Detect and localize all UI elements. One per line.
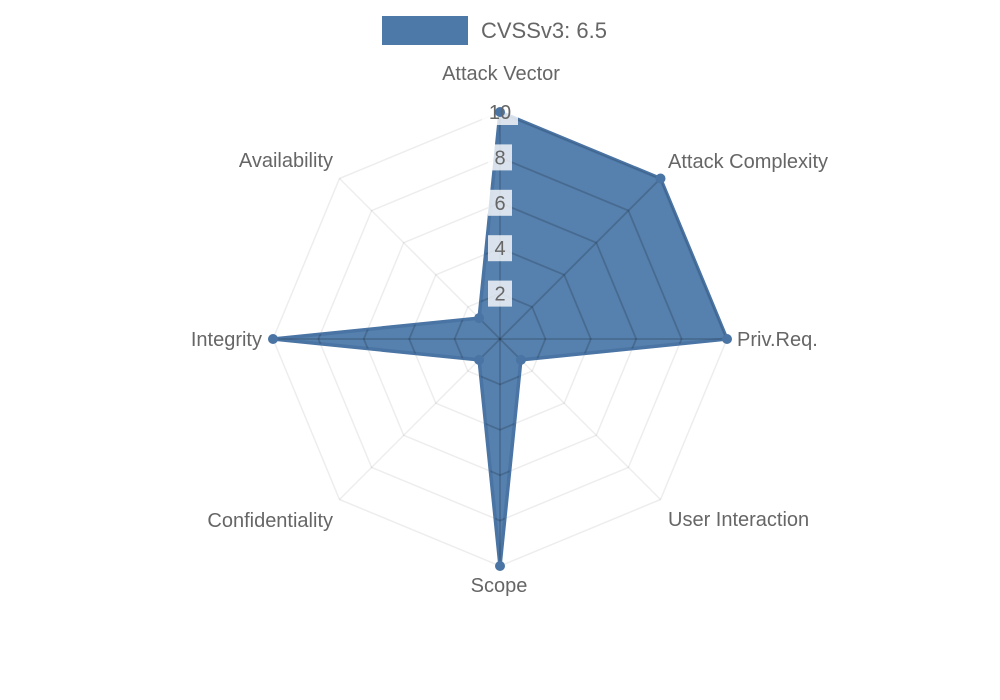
data-point-availability[interactable] — [474, 313, 485, 324]
axis-label-scope: Scope — [471, 575, 528, 597]
legend-swatch — [382, 16, 468, 45]
tick-backdrop-4 — [488, 235, 512, 262]
legend[interactable]: CVSSv3: 6.5 — [382, 16, 607, 45]
axis-label-integrity: Integrity — [191, 329, 262, 351]
axis-label-attack-vector: Attack Vector — [442, 63, 560, 85]
data-points — [268, 107, 732, 571]
tick-backdrop-2 — [488, 280, 512, 307]
tick-label-4: 4 — [494, 238, 505, 260]
legend-label: CVSSv3: 6.5 — [481, 18, 607, 43]
grid-spoke-confidentiality — [338, 338, 501, 501]
data-point-scope[interactable] — [495, 561, 505, 571]
axis-label-confidentiality: Confidentiality — [207, 510, 333, 532]
axis-label-priv-req: Priv.Req. — [737, 329, 818, 351]
tick-backdrop-8 — [488, 144, 512, 171]
data-point-attack-vector[interactable] — [495, 107, 505, 117]
grid-spoke-attack-complexity — [499, 177, 662, 340]
tick-backdrop-6 — [488, 189, 512, 216]
data-point-attack-complexity[interactable] — [655, 173, 666, 184]
data-point-user-interaction[interactable] — [515, 354, 526, 365]
axis-label-availability: Availability — [239, 150, 333, 172]
tick-labels: 2 4 6 8 10 — [489, 102, 511, 306]
axis-label-attack-complexity: Attack Complexity — [668, 151, 828, 173]
data-point-integrity[interactable] — [268, 334, 278, 344]
data-point-priv-req[interactable] — [722, 334, 732, 344]
grid-spoke-availability — [338, 177, 501, 340]
axis-labels: Attack Vector Attack Complexity Priv.Req. U… — [191, 63, 828, 597]
tick-label-8: 8 — [494, 147, 505, 169]
tick-label-10: 10 — [489, 102, 511, 124]
tick-label-2: 2 — [494, 284, 505, 306]
tick-label-6: 6 — [494, 193, 505, 215]
data-point-confidentiality[interactable] — [474, 354, 485, 365]
axis-label-user-interaction: User Interaction — [668, 509, 809, 531]
grid-spoke-user-interaction — [499, 338, 662, 501]
